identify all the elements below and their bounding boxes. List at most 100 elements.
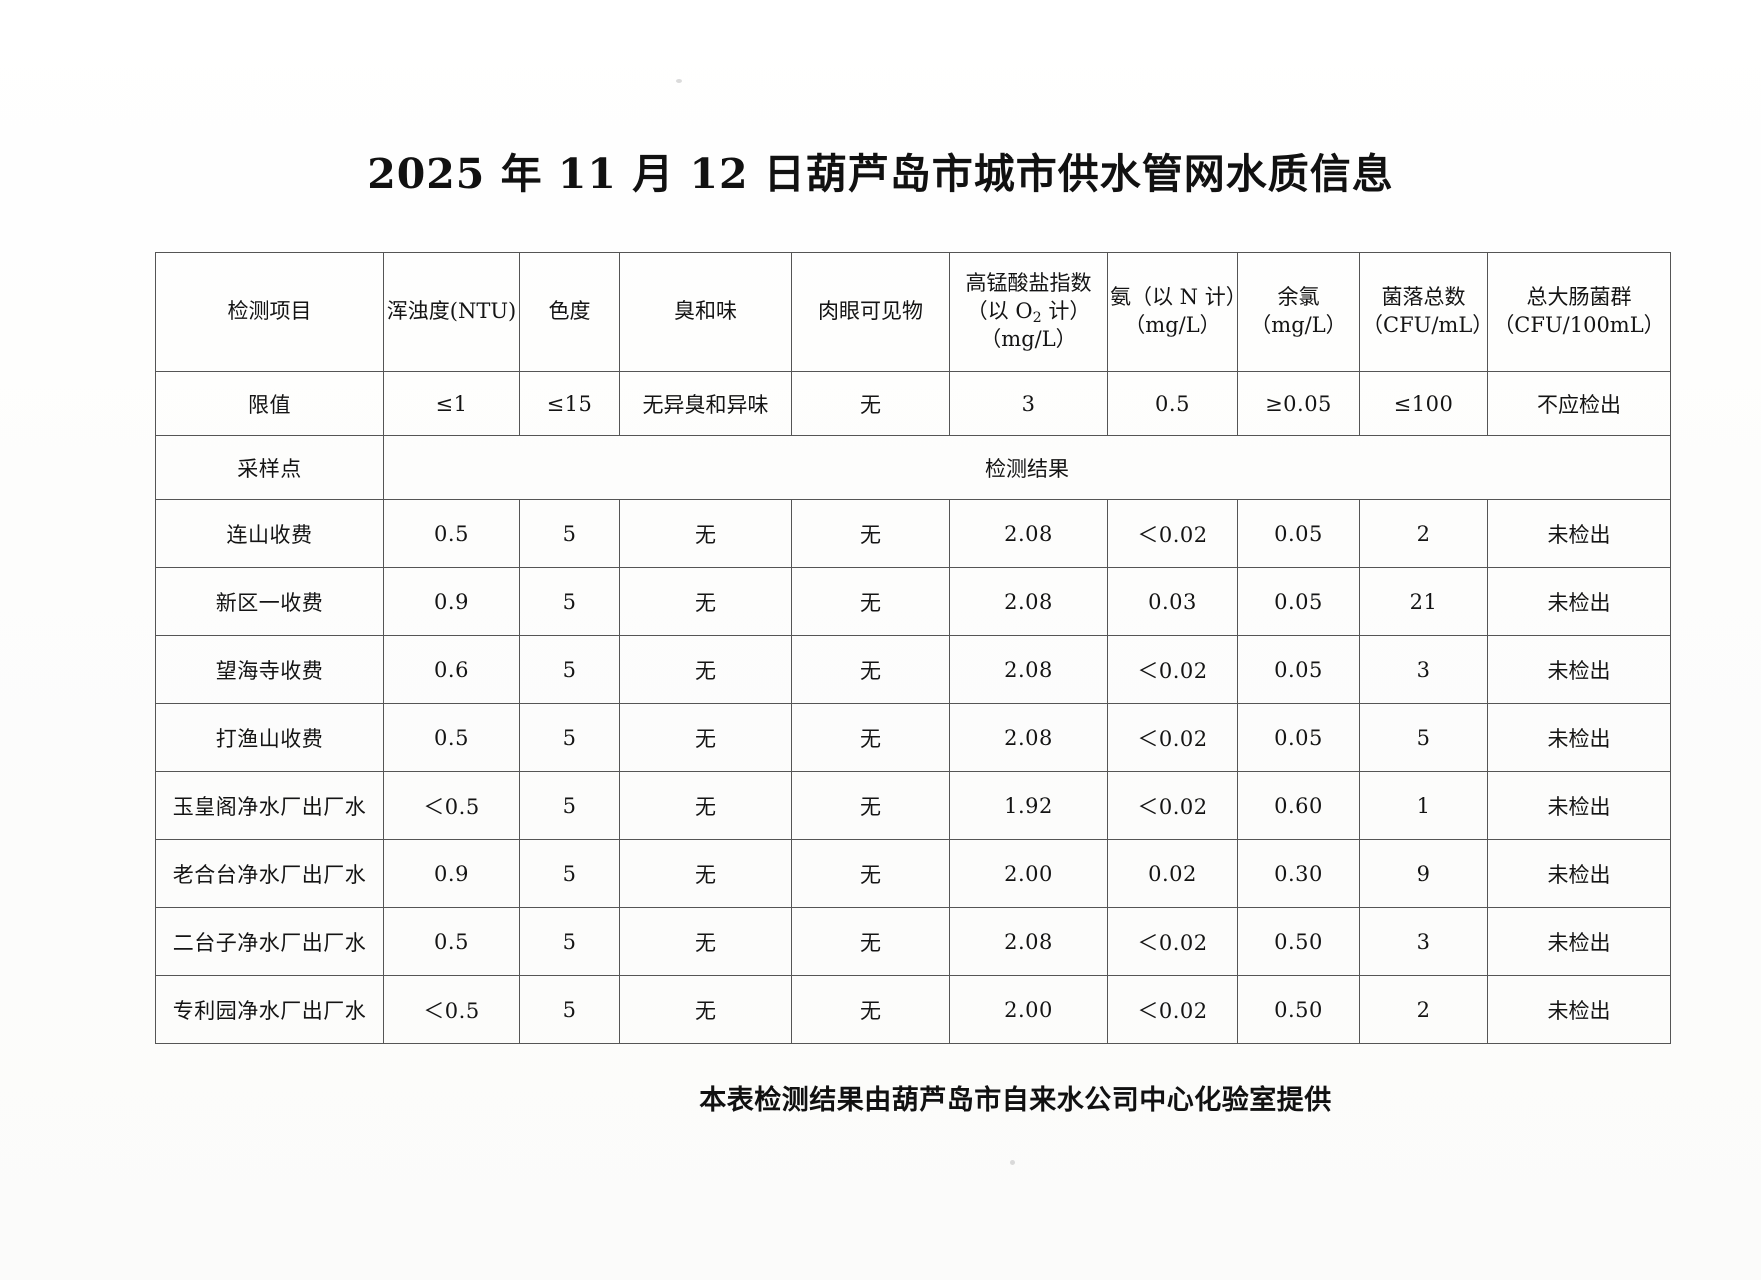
- cell-colony-count: 5: [1359, 703, 1488, 772]
- cell-permanganate: 2.08: [949, 567, 1108, 636]
- limit-row: 限值 ≤1 ≤15 无异臭和异味 无 3 0.5 ≥0.05 ≤100 不应检出: [155, 371, 1671, 436]
- limit-odor: 无异臭和异味: [619, 371, 792, 436]
- cell-visible-matter: 无: [791, 567, 950, 636]
- cell-total-coliform: 未检出: [1487, 975, 1671, 1044]
- cell-turbidity: ＜0.5: [383, 771, 520, 840]
- cell-ammonia: 0.02: [1107, 839, 1238, 908]
- header-residual-chlorine-line2: （mg/L）: [1250, 313, 1347, 337]
- cell-residual-chlorine: 0.05: [1237, 499, 1360, 568]
- row-sample-name: 专利园净水厂出厂水: [155, 975, 384, 1044]
- header-colony-count-line1: 菌落总数: [1381, 285, 1466, 310]
- header-chroma-label: 色度: [548, 299, 591, 324]
- cell-chroma: 5: [519, 839, 620, 908]
- limit-colony-count: ≤100: [1359, 371, 1488, 436]
- limit-residual-chlorine: ≥0.05: [1237, 371, 1360, 436]
- cell-total-coliform: 未检出: [1487, 635, 1671, 704]
- header-residual-chlorine: 余氯 （mg/L）: [1237, 252, 1360, 372]
- cell-turbidity: 0.5: [383, 703, 520, 772]
- header-visible-matter-label: 肉眼可见物: [818, 299, 923, 324]
- cell-turbidity: 0.6: [383, 635, 520, 704]
- row-sample-name: 玉皇阁净水厂出厂水: [155, 771, 384, 840]
- cell-odor: 无: [619, 771, 792, 840]
- table-body: 限值 ≤1 ≤15 无异臭和异味 无 3 0.5 ≥0.05 ≤100 不应检出…: [155, 371, 1671, 1044]
- cell-visible-matter: 无: [791, 975, 950, 1044]
- cell-total-coliform: 未检出: [1487, 567, 1671, 636]
- cell-total-coliform: 未检出: [1487, 703, 1671, 772]
- permanganate-post: 计）: [1041, 299, 1091, 324]
- scan-speck: [676, 79, 682, 83]
- cell-visible-matter: 无: [791, 907, 950, 976]
- header-colony-count-line2: （CFU/mL）: [1362, 313, 1494, 337]
- cell-chroma: 5: [519, 635, 620, 704]
- cell-ammonia: ＜0.02: [1107, 499, 1238, 568]
- cell-permanganate: 2.08: [949, 499, 1108, 568]
- header-odor: 臭和味: [619, 252, 792, 372]
- cell-permanganate: 2.00: [949, 839, 1108, 908]
- cell-residual-chlorine: 0.05: [1237, 703, 1360, 772]
- cell-turbidity: 0.5: [383, 499, 520, 568]
- cell-colony-count: 9: [1359, 839, 1488, 908]
- cell-permanganate: 2.08: [949, 635, 1108, 704]
- header-visible-matter: 肉眼可见物: [791, 252, 950, 372]
- row-sample-name: 连山收费: [155, 499, 384, 568]
- cell-residual-chlorine: 0.50: [1237, 975, 1360, 1044]
- scan-speck: [1010, 1160, 1015, 1165]
- cell-chroma: 5: [519, 567, 620, 636]
- sample-point-label: 采样点: [155, 435, 384, 500]
- cell-turbidity: 0.9: [383, 839, 520, 908]
- header-permanganate-line1: 高锰酸盐指数: [965, 271, 1092, 296]
- cell-total-coliform: 未检出: [1487, 499, 1671, 568]
- cell-ammonia: ＜0.02: [1107, 975, 1238, 1044]
- table-row: 二台子净水厂出厂水 0.5 5 无 无 2.08 ＜0.02 0.50 3 未检…: [155, 907, 1671, 976]
- header-total-coliform-line1: 总大肠菌群: [1526, 285, 1632, 310]
- header-turbidity: 浑浊度(NTU): [383, 252, 520, 372]
- header-ammonia-line1: 氨（以 N 计）: [1110, 285, 1247, 310]
- table-header: 检测项目 浑浊度(NTU) 色度 臭和味 肉眼可见物 高锰酸: [155, 252, 1671, 372]
- cell-chroma: 5: [519, 771, 620, 840]
- cell-turbidity: 0.5: [383, 907, 520, 976]
- cell-permanganate: 2.00: [949, 975, 1108, 1044]
- cell-odor: 无: [619, 975, 792, 1044]
- footer-note: 本表检测结果由葫芦岛市自来水公司中心化验室提供: [699, 1085, 1332, 1116]
- cell-odor: 无: [619, 703, 792, 772]
- cell-visible-matter: 无: [791, 635, 950, 704]
- header-permanganate-line3: （mg/L）: [980, 326, 1077, 351]
- cell-residual-chlorine: 0.60: [1237, 771, 1360, 840]
- row-sample-name: 望海寺收费: [155, 635, 384, 704]
- cell-colony-count: 3: [1359, 635, 1488, 704]
- cell-ammonia: ＜0.02: [1107, 771, 1238, 840]
- table-row: 玉皇阁净水厂出厂水 ＜0.5 5 无 无 1.92 ＜0.02 0.60 1 未…: [155, 771, 1671, 840]
- limit-chroma: ≤15: [519, 371, 620, 436]
- limit-permanganate: 3: [949, 371, 1108, 436]
- cell-colony-count: 2: [1359, 975, 1488, 1044]
- cell-odor: 无: [619, 499, 792, 568]
- cell-odor: 无: [619, 839, 792, 908]
- cell-colony-count: 1: [1359, 771, 1488, 840]
- header-residual-chlorine-line1: 余氯: [1277, 285, 1320, 310]
- header-total-coliform: 总大肠菌群 （CFU/100mL）: [1487, 252, 1671, 372]
- table-row: 连山收费 0.5 5 无 无 2.08 ＜0.02 0.05 2 未检出: [155, 499, 1671, 568]
- cell-visible-matter: 无: [791, 839, 950, 908]
- header-item: 检测项目: [155, 252, 384, 372]
- cell-turbidity: ＜0.5: [383, 975, 520, 1044]
- row-sample-name: 二台子净水厂出厂水: [155, 907, 384, 976]
- limit-ammonia: 0.5: [1107, 371, 1238, 436]
- table-row: 打渔山收费 0.5 5 无 无 2.08 ＜0.02 0.05 5 未检出: [155, 703, 1671, 772]
- permanganate-subscript: 2: [1032, 310, 1042, 327]
- permanganate-pre: （以 O: [966, 299, 1033, 324]
- header-total-coliform-line2: （CFU/100mL）: [1493, 313, 1665, 337]
- cell-odor: 无: [619, 635, 792, 704]
- table-row: 新区一收费 0.9 5 无 无 2.08 0.03 0.05 21 未检出: [155, 567, 1671, 636]
- test-results-label: 检测结果: [383, 435, 1671, 500]
- row-sample-name: 老合台净水厂出厂水: [155, 839, 384, 908]
- cell-visible-matter: 无: [791, 771, 950, 840]
- header-ammonia-line2: （mg/L）: [1124, 313, 1221, 337]
- cell-permanganate: 1.92: [949, 771, 1108, 840]
- cell-chroma: 5: [519, 975, 620, 1044]
- cell-chroma: 5: [519, 499, 620, 568]
- cell-total-coliform: 未检出: [1487, 839, 1671, 908]
- water-quality-table: 检测项目 浑浊度(NTU) 色度 臭和味 肉眼可见物 高锰酸: [155, 252, 1671, 1044]
- cell-chroma: 5: [519, 907, 620, 976]
- cell-colony-count: 2: [1359, 499, 1488, 568]
